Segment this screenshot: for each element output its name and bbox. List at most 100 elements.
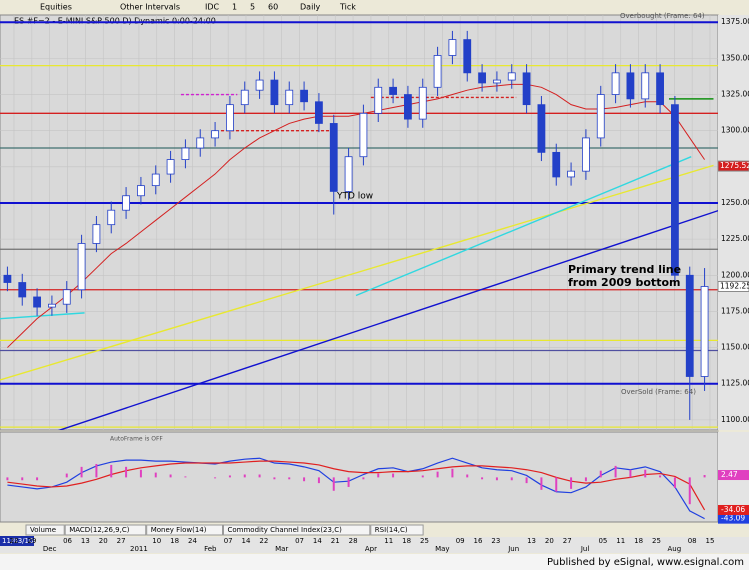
tab-label[interactable]: MACD(12,26,9,C)	[69, 526, 130, 534]
candle-body	[700, 286, 709, 377]
candle-body	[255, 79, 264, 91]
toolbar-item[interactable]: Other Intervals	[120, 3, 180, 12]
tab-label[interactable]: RSI(14,C)	[375, 526, 408, 534]
annotation: AutoFrame is OFF	[110, 436, 163, 443]
x-tick-label: 14	[242, 537, 251, 545]
macd-line	[7, 460, 706, 511]
candle-body	[300, 89, 308, 103]
toolbar-item[interactable]: Daily	[300, 3, 321, 12]
status-text: Published by eSignal, www.esignal.com	[547, 557, 744, 568]
candle-body	[671, 104, 679, 276]
x-tick-label: 08	[688, 537, 697, 545]
y-tick-label: 1175.00	[721, 306, 749, 315]
x-tick-label: 27	[117, 537, 126, 545]
candle-body	[211, 130, 219, 139]
tab-label[interactable]: Money Flow(14)	[151, 526, 207, 534]
trend-line	[0, 164, 714, 381]
status-bar	[0, 554, 749, 570]
tab[interactable]	[25, 524, 65, 536]
x-tick-label: 13	[527, 537, 536, 545]
x-tick-label: 07	[224, 537, 233, 545]
value-label: 2.47	[721, 470, 738, 479]
candle-body	[62, 289, 71, 305]
x-tick-label: Apr	[365, 545, 377, 553]
candle-body	[522, 72, 531, 106]
candle-body	[567, 170, 575, 178]
x-tick-label: 18	[634, 537, 643, 545]
toolbar-item[interactable]: Tick	[339, 3, 356, 12]
y-tick-label: 1125.00	[721, 379, 749, 388]
x-tick-label: 18	[170, 537, 179, 545]
candle-body	[226, 104, 234, 132]
candle-body	[656, 72, 664, 106]
cursor-date-box	[0, 536, 34, 546]
candle-body	[196, 137, 205, 149]
tab-label[interactable]: Volume	[30, 526, 56, 534]
candle-body	[478, 72, 486, 84]
candle-body	[404, 94, 412, 120]
x-tick-label: Dec	[43, 545, 57, 553]
x-tick-label: 20	[545, 537, 554, 545]
x-tick-label: 11	[384, 537, 393, 545]
candle-body	[359, 112, 368, 158]
x-tick-label: 25	[652, 537, 661, 545]
candle-body	[137, 185, 145, 197]
tab[interactable]	[146, 524, 223, 536]
tab-label[interactable]: Commodity Channel Index(23,C)	[228, 526, 343, 534]
trend-line	[355, 156, 692, 297]
candle-body	[507, 72, 516, 81]
toolbar-item[interactable]: IDC	[205, 3, 220, 12]
chart-title: ES #F=2 - E-MINI S&P 500 D) Dynamic 0:00…	[14, 17, 216, 26]
x-tick-label: Jun	[507, 545, 519, 553]
x-tick-label: 22	[10, 537, 19, 545]
annotation: YTD low	[336, 192, 373, 202]
x-tick-label: 06	[63, 537, 72, 545]
toolbar-item[interactable]: 1	[232, 3, 237, 12]
candle-body	[493, 79, 501, 84]
x-tick-label: 16	[474, 537, 483, 545]
y-tick-label: 1325.00	[721, 90, 749, 99]
candle-body	[418, 86, 427, 120]
value-box	[718, 504, 749, 515]
y-tick-label: 1200.00	[721, 270, 749, 279]
candle-body	[448, 39, 457, 56]
value-box	[718, 470, 749, 481]
x-tick-label: 15	[706, 537, 715, 545]
toolbar-item[interactable]: 60	[268, 3, 278, 12]
tab[interactable]	[64, 524, 147, 536]
toolbar-item[interactable]: 5	[250, 3, 255, 12]
candle-body	[107, 209, 116, 226]
annotation: Overbought (Frame: 64)	[620, 12, 705, 20]
x-tick-label: Aug	[667, 545, 681, 553]
toolbar-item[interactable]: Equities	[40, 3, 72, 12]
price-marker	[717, 280, 749, 292]
y-tick-label: 1350.00	[721, 53, 749, 62]
candle-body	[270, 79, 279, 106]
x-tick-label: 09	[456, 537, 465, 545]
candle-body	[433, 55, 442, 88]
y-tick-label: 1300.00	[721, 126, 749, 135]
candle-body	[122, 195, 130, 211]
x-tick-label: 18	[402, 537, 411, 545]
x-tick-label: 11	[616, 537, 625, 545]
tab[interactable]	[370, 524, 424, 536]
candle-body	[641, 72, 650, 100]
tab[interactable]	[223, 524, 371, 536]
x-tick-label: 27	[563, 537, 572, 545]
candle-body	[18, 282, 27, 298]
x-tick-label: Jul	[580, 545, 590, 553]
annotation: from 2009 bottom	[568, 276, 680, 289]
x-tick-label: 14	[313, 537, 322, 545]
candle-body	[611, 72, 620, 95]
x-tick-label: 05	[598, 537, 607, 545]
candle-body	[463, 39, 472, 74]
price-panel	[0, 14, 719, 431]
x-tick-label: 23	[491, 537, 500, 545]
value-box	[718, 513, 749, 524]
date-axis	[0, 537, 749, 553]
y-tick-label: 1250.00	[721, 198, 749, 207]
x-tick-label: 20	[99, 537, 108, 545]
annotation: OverSold (Frame: 64)	[621, 388, 696, 396]
x-tick-label: 22	[259, 537, 268, 545]
